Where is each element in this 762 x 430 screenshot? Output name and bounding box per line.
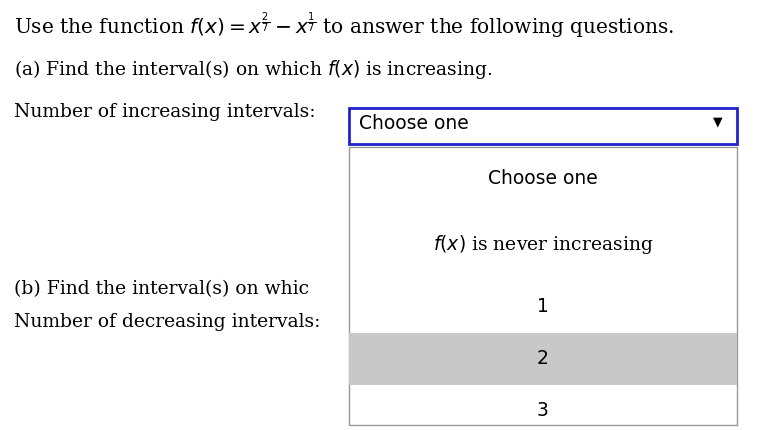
Text: Choose one: Choose one [359, 114, 469, 133]
Text: $f(x)$ is never increasing: $f(x)$ is never increasing [433, 233, 653, 257]
Text: Use the function $f(x) = x^{\frac{2}{7}} - x^{\frac{1}{7}}$ to answer the follow: Use the function $f(x) = x^{\frac{2}{7}}… [14, 10, 674, 40]
Bar [349, 333, 737, 385]
Text: (b) Find the interval(s) on whic: (b) Find the interval(s) on whic [14, 280, 309, 298]
Bar [349, 147, 737, 425]
Text: 2: 2 [537, 350, 549, 369]
Text: 3: 3 [537, 402, 549, 421]
Text: 1: 1 [537, 298, 549, 316]
Text: (a) Find the interval(s) on which $f(x)$ is increasing.: (a) Find the interval(s) on which $f(x)$… [14, 58, 492, 81]
Text: ▼: ▼ [713, 115, 722, 128]
Text: Choose one: Choose one [488, 169, 598, 187]
Text: Number of decreasing intervals:: Number of decreasing intervals: [14, 313, 320, 331]
Bar [349, 108, 737, 144]
Text: Number of increasing intervals:: Number of increasing intervals: [14, 103, 315, 121]
